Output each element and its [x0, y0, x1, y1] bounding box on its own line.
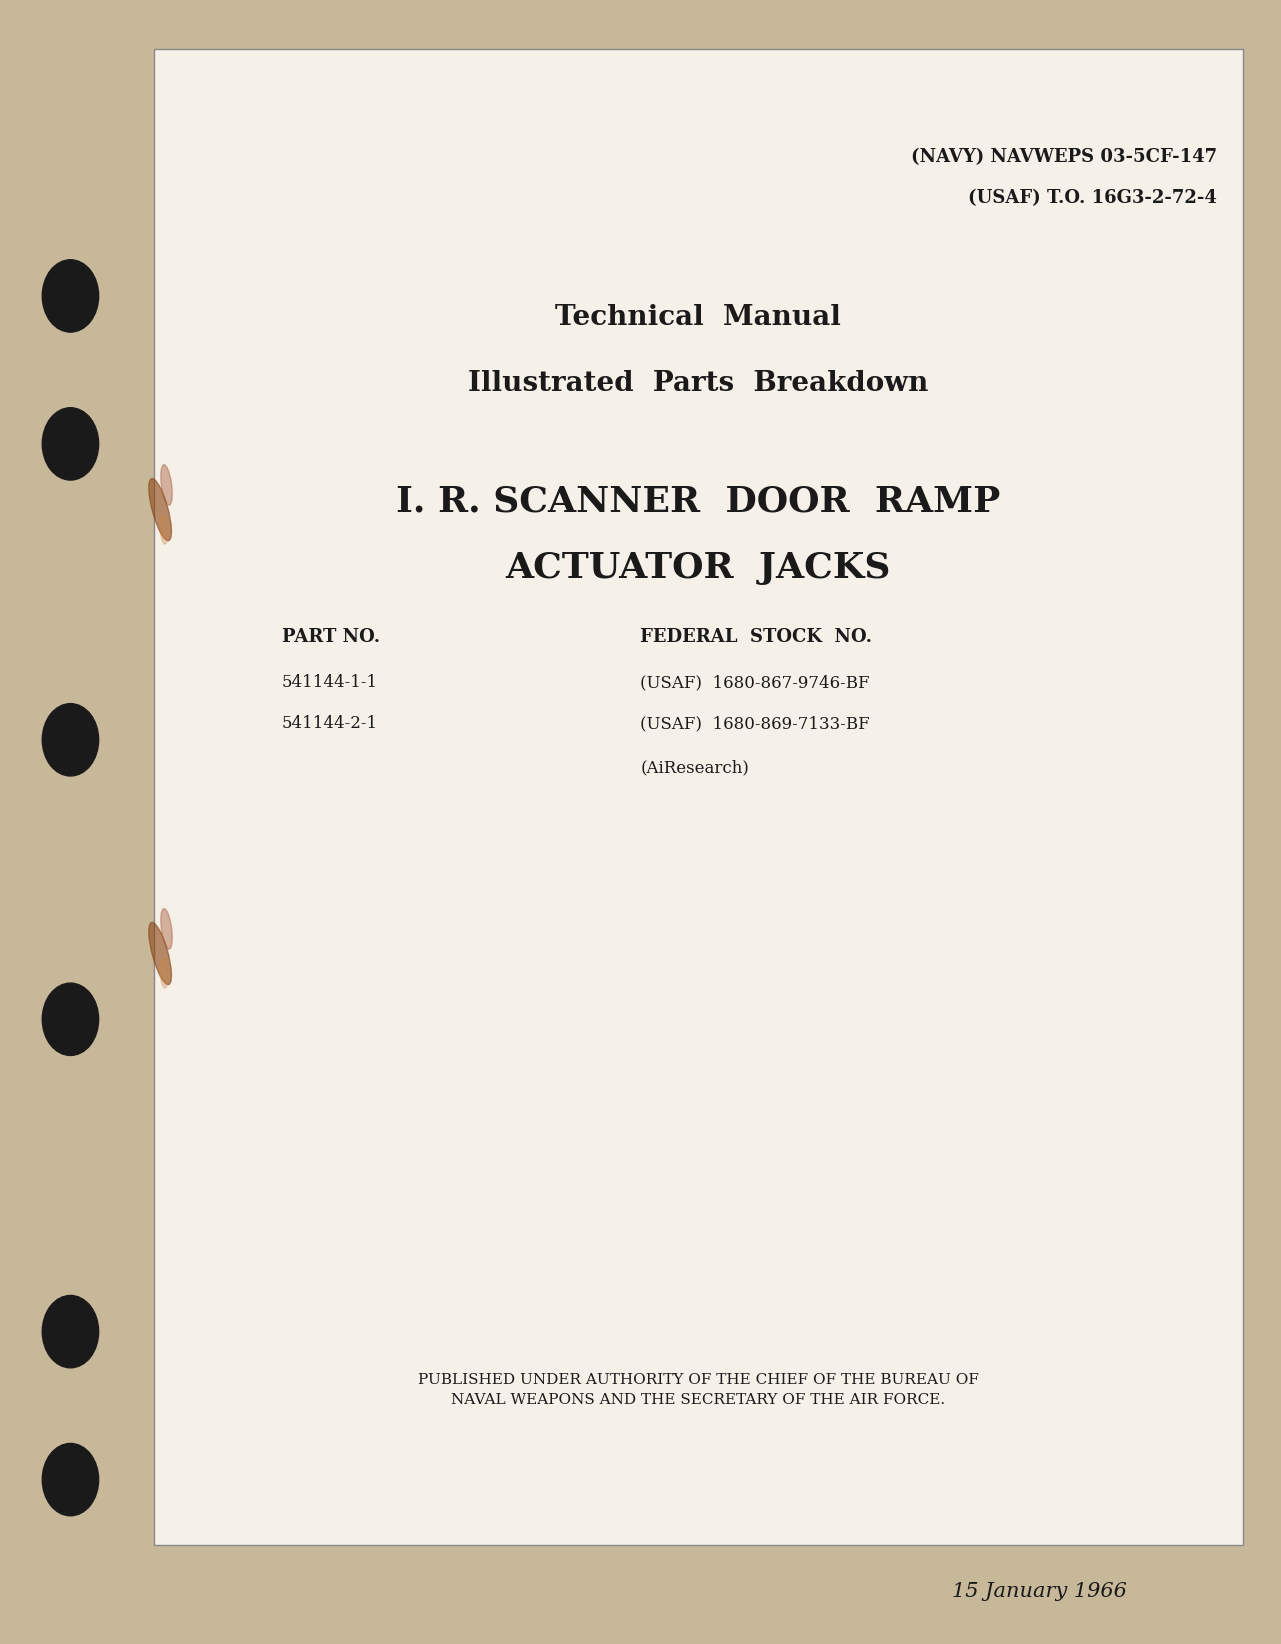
Text: 541144-1-1: 541144-1-1 — [282, 674, 378, 690]
Text: (USAF) T.O. 16G3-2-72-4: (USAF) T.O. 16G3-2-72-4 — [968, 189, 1217, 207]
Text: (AiResearch): (AiResearch) — [640, 760, 749, 776]
Ellipse shape — [149, 478, 172, 541]
Ellipse shape — [161, 909, 172, 949]
Text: (NAVY) NAVWEPS 03-5CF-147: (NAVY) NAVWEPS 03-5CF-147 — [911, 148, 1217, 166]
Ellipse shape — [160, 515, 168, 544]
Circle shape — [42, 1443, 99, 1516]
Text: I. R. SCANNER  DOOR  RAMP: I. R. SCANNER DOOR RAMP — [396, 485, 1000, 520]
Circle shape — [42, 704, 99, 776]
Ellipse shape — [149, 922, 172, 985]
Circle shape — [42, 983, 99, 1055]
Text: (USAF)  1680-869-7133-BF: (USAF) 1680-869-7133-BF — [640, 715, 870, 732]
Ellipse shape — [161, 465, 172, 505]
Text: Illustrated  Parts  Breakdown: Illustrated Parts Breakdown — [468, 370, 929, 396]
Text: PART NO.: PART NO. — [282, 628, 380, 646]
Ellipse shape — [160, 958, 168, 988]
Text: PUBLISHED UNDER AUTHORITY OF THE CHIEF OF THE BUREAU OF
NAVAL WEAPONS AND THE SE: PUBLISHED UNDER AUTHORITY OF THE CHIEF O… — [418, 1373, 979, 1407]
Text: ACTUATOR  JACKS: ACTUATOR JACKS — [506, 551, 890, 585]
Text: 541144-2-1: 541144-2-1 — [282, 715, 378, 732]
Text: (USAF)  1680-867-9746-BF: (USAF) 1680-867-9746-BF — [640, 674, 870, 690]
Circle shape — [42, 408, 99, 480]
Circle shape — [42, 260, 99, 332]
Text: 15 January 1966: 15 January 1966 — [952, 1582, 1127, 1601]
FancyBboxPatch shape — [154, 49, 1243, 1545]
Text: FEDERAL  STOCK  NO.: FEDERAL STOCK NO. — [640, 628, 872, 646]
Circle shape — [42, 1295, 99, 1368]
Text: Technical  Manual: Technical Manual — [555, 304, 842, 330]
